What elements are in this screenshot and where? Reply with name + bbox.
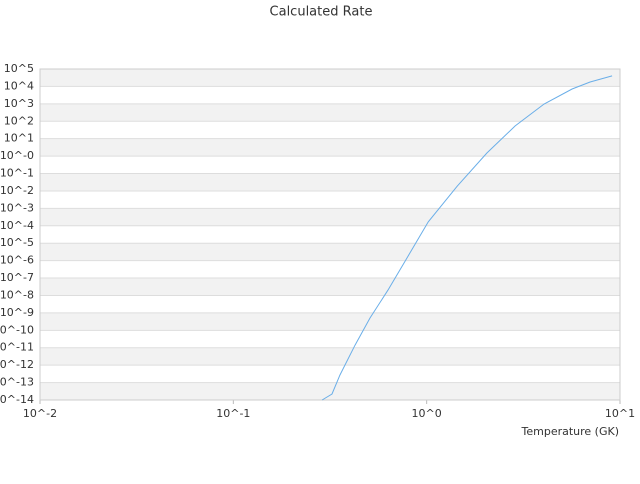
grid-band	[40, 121, 620, 139]
y-tick-label: 10^-14	[0, 393, 34, 406]
grid-band	[40, 103, 620, 122]
data-line	[321, 75, 613, 401]
grid-band	[40, 347, 620, 366]
y-tick-label: 10^1	[4, 132, 34, 145]
grid-band	[40, 208, 620, 226]
grid-band	[40, 365, 620, 383]
y-tick-label: 10^-10	[0, 323, 34, 336]
grid-band	[40, 190, 620, 209]
y-tick-label: 10^2	[4, 114, 34, 127]
y-tick-label: 10^-11	[0, 341, 34, 354]
y-tick-label: 10^-6	[0, 254, 34, 267]
grid-band	[40, 86, 620, 104]
x-tick-label: 10^0	[412, 407, 442, 420]
y-tick-label: 10^-13	[0, 376, 34, 389]
y-tick-label: 10^3	[4, 97, 34, 110]
y-tick-label: 10^5	[4, 62, 34, 75]
y-tick-label: 10^-3	[0, 201, 34, 214]
x-tick-label: 10^1	[605, 407, 635, 420]
y-tick-label: 10^-9	[0, 306, 34, 319]
x-tick-label: 10^-2	[23, 407, 57, 420]
grid-band	[40, 69, 620, 87]
grid-band	[40, 243, 620, 261]
y-tick-label: 10^-5	[0, 236, 34, 249]
y-tick-label: 10^-12	[0, 358, 34, 371]
y-tick-label: 10^-8	[0, 288, 34, 301]
grid-band	[40, 225, 620, 244]
grid-band	[40, 278, 620, 296]
x-axis-label: Temperature (GK)	[521, 425, 620, 438]
y-tick-label: 10^-1	[0, 167, 34, 180]
plot-frame	[39, 68, 621, 401]
grid-band	[40, 156, 620, 174]
y-tick-label: 10^4	[4, 79, 34, 92]
grid-band	[40, 330, 620, 348]
chart-title: Calculated Rate	[270, 5, 373, 20]
grid-band	[40, 312, 620, 331]
grid-band	[40, 260, 620, 279]
grid-band	[40, 138, 620, 157]
grid-band	[40, 382, 620, 400]
y-tick-label: 10^-7	[0, 271, 34, 284]
y-tick-label: 10^-4	[0, 219, 34, 232]
y-tick-label: 10^-0	[0, 149, 34, 162]
grid-band	[40, 173, 620, 191]
x-tick-label: 10^-1	[216, 407, 250, 420]
y-tick-label: 10^-2	[0, 184, 34, 197]
grid-band	[40, 295, 620, 313]
